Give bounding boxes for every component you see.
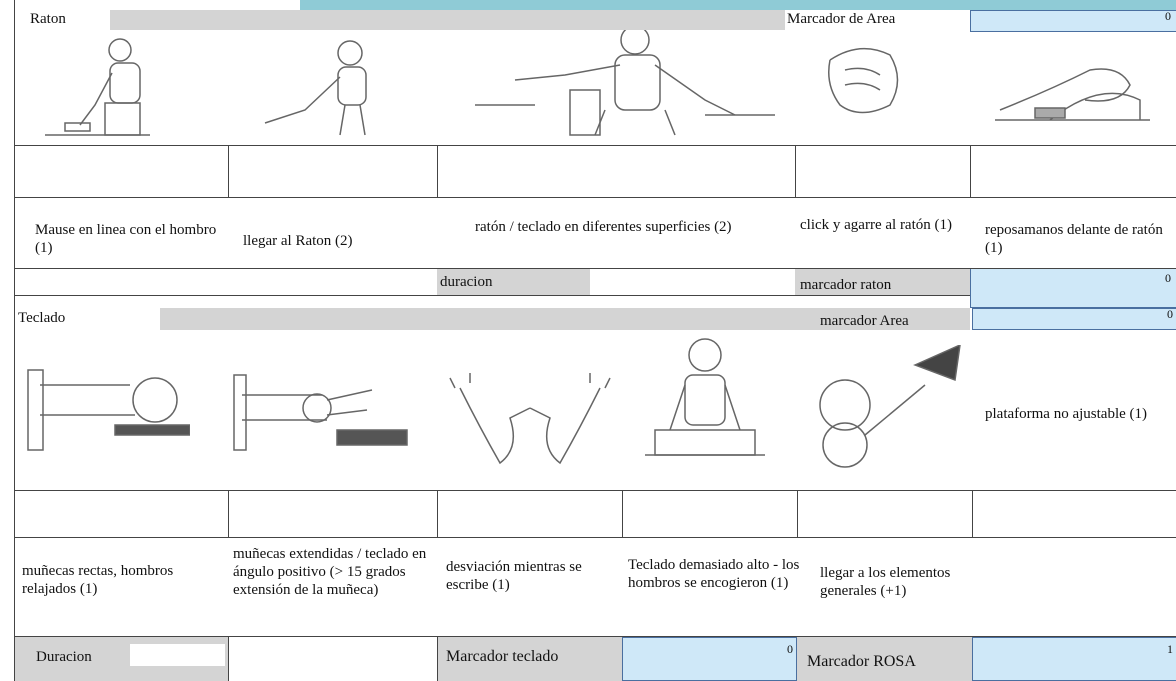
area-cell: 0 xyxy=(970,9,1176,32)
illustration xyxy=(995,68,1150,121)
score-label: Marcador teclado xyxy=(446,648,559,665)
label-cell xyxy=(437,268,590,295)
input-cell xyxy=(130,644,225,666)
item-text: click y agarre al ratón (1) xyxy=(800,217,952,233)
score-value: 0 xyxy=(787,642,793,656)
illustration xyxy=(449,373,611,465)
rosa-cell: 1 xyxy=(972,637,1176,681)
item-text: Mause en linea con el hombro (1) xyxy=(35,222,217,256)
item-text: ratón / teclado en diferentes superficie… xyxy=(475,219,732,235)
illustration xyxy=(264,40,367,136)
label-cell xyxy=(797,637,972,681)
rosa-label: Marcador ROSA xyxy=(807,653,916,670)
duration-label: duracion xyxy=(440,274,493,290)
item-text: Teclado demasiado alto - los hombros se … xyxy=(628,557,800,591)
score-label: marcador raton xyxy=(800,277,892,293)
section-title: Raton xyxy=(30,11,66,27)
section-title: Teclado xyxy=(18,310,66,326)
label-cell xyxy=(437,637,622,681)
area-value: 0 xyxy=(1165,9,1171,23)
area-cell: 0 xyxy=(972,307,1176,330)
area-value: 0 xyxy=(1167,307,1173,321)
illustration xyxy=(645,338,765,456)
rosa-value: 1 xyxy=(1167,642,1173,656)
item-text: llegar al Raton (2) xyxy=(243,233,353,249)
illustration xyxy=(233,374,408,451)
illustration xyxy=(828,47,899,114)
header-bar xyxy=(160,308,970,330)
label-cell xyxy=(795,268,970,295)
item-text: muñecas extendidas / teclado en ángulo p… xyxy=(233,546,427,598)
area-label: marcador Area xyxy=(820,313,909,329)
illustration xyxy=(819,345,961,468)
score-value: 0 xyxy=(1165,271,1171,285)
duration-label: Duracion xyxy=(36,649,92,665)
item-text: llegar a los elementos generales (+1) xyxy=(820,565,951,599)
item-text: plataforma no ajustable (1) xyxy=(985,406,1148,422)
area-label: Marcador de Area xyxy=(787,11,896,27)
illustration xyxy=(45,38,150,136)
top-strip xyxy=(300,0,1176,10)
header-bar xyxy=(110,10,785,30)
illustration xyxy=(27,369,190,451)
item-text: desviación mientras se escribe (1) xyxy=(446,559,582,593)
illustration xyxy=(475,30,775,136)
item-text: reposamanos delante de ratón (1) xyxy=(985,222,1163,256)
item-text: muñecas rectas, hombros relajados (1) xyxy=(22,563,174,597)
